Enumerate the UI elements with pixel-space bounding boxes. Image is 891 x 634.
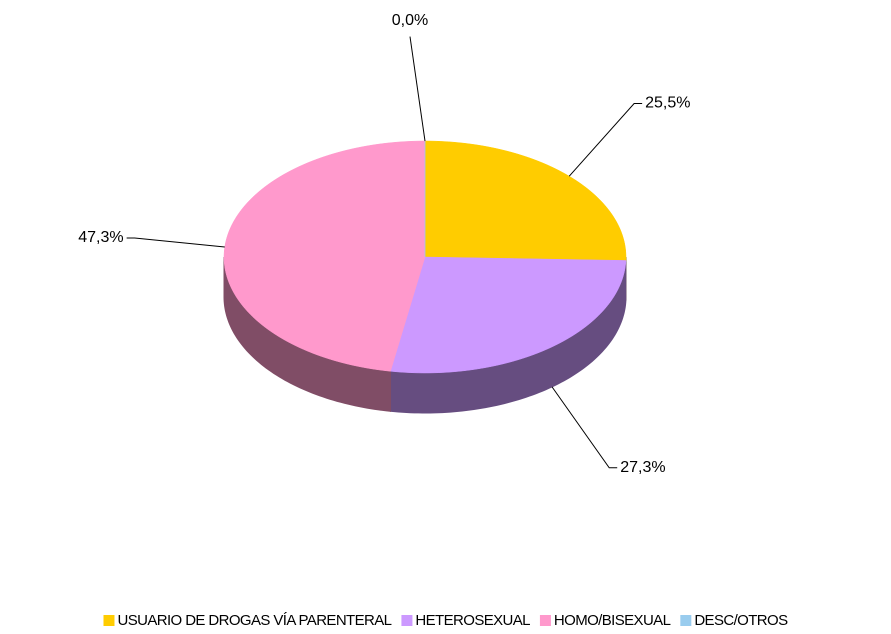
legend-label: HOMO/BISEXUAL bbox=[554, 612, 671, 629]
leader-line bbox=[552, 387, 617, 468]
data-label: 0,0% bbox=[392, 12, 428, 29]
data-label: 27,3% bbox=[620, 459, 665, 476]
legend-swatch bbox=[401, 615, 412, 626]
legend-label: DESC/OTROS bbox=[694, 612, 788, 629]
legend-swatch bbox=[103, 615, 114, 626]
leader-line bbox=[569, 103, 642, 176]
slice bbox=[425, 141, 626, 260]
data-label: 47,3% bbox=[78, 229, 123, 246]
leader-line bbox=[127, 238, 225, 247]
data-label: 25,5% bbox=[645, 95, 690, 112]
legend: USUARIO DE DROGAS VÍA PARENTERAL HETEROSE… bbox=[103, 612, 788, 629]
legend-label: USUARIO DE DROGAS VÍA PARENTERAL bbox=[117, 612, 391, 629]
leader-line bbox=[410, 37, 425, 141]
legend-swatch bbox=[680, 615, 691, 626]
legend-swatch bbox=[540, 615, 551, 626]
legend-label: HETEROSEXUAL bbox=[415, 612, 530, 629]
